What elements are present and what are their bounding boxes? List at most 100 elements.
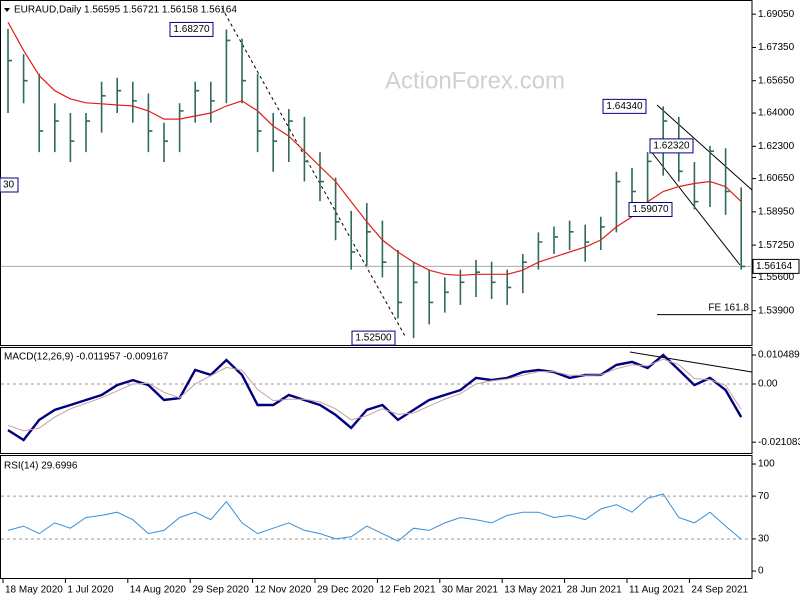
y-tick-label: 1.67350 [758,42,795,53]
clipped-label-box [0,177,19,193]
price-bar [69,113,75,162]
price-bar [584,224,590,262]
y-tick-label: 1.69050 [758,9,795,20]
y-tick-label: 1.60650 [758,173,795,184]
x-tick-label: 29 Dec 2020 [317,585,374,596]
menu-triangle [4,8,10,12]
price-bar [319,152,324,202]
price-bar [241,38,246,104]
x-tick-label: 28 Jun 2021 [567,585,622,596]
annotation-label: 1.59070 [632,204,669,215]
annotation-box [351,330,396,346]
price-bar [568,220,574,251]
price-bar [225,29,231,104]
price-bar [147,93,153,153]
fe-label: FE 161.8 [708,302,749,313]
price-bar [693,161,699,210]
price-bar [631,167,636,207]
clipped-label: 30 [3,180,15,191]
last-price-box [752,258,800,274]
annotation-box [602,98,647,114]
annotation-label: 1.62320 [653,141,690,152]
trendline [221,7,406,337]
price-bar [7,28,12,114]
price-bar [22,54,28,104]
macd-title: MACD(12,26,9) -0.011957 -0.009167 [4,352,169,363]
y-tick-label: 70 [758,491,770,502]
annotation-label: 1.64340 [606,101,643,112]
price-bar [537,232,543,270]
x-tick-label: 29 Sep 2020 [192,585,249,596]
indicator-line [7,358,742,432]
price-bar [724,148,730,215]
rsi-title: RSI(14) 29.6996 [4,461,78,472]
y-tick-label: 1.55600 [758,272,795,283]
price-bar [350,210,356,270]
price-bar [553,226,558,254]
x-tick-label: 14 Aug 2020 [130,585,187,596]
rsi-panel-frame [0,455,753,579]
annotation-box [628,202,673,218]
price-bar [85,113,90,153]
price-bar [100,81,106,133]
price-bar [646,152,652,204]
price-bar [412,261,418,339]
price-bar [303,116,309,182]
indicator-line [7,493,742,542]
macd-trendline [629,351,753,373]
price-bar [709,145,714,207]
y-tick-label: 1.53900 [758,305,795,316]
x-tick-label: 24 Sep 2021 [691,585,748,596]
price-bar [381,220,387,278]
annotation-box [649,138,694,154]
y-tick-label: 0.00 [758,379,778,390]
x-tick-label: 1 Jul 2020 [67,585,114,596]
price-bar [210,81,215,123]
y-tick-label: 1.64000 [758,108,795,119]
macd-panel-frame [0,347,753,454]
price-bar [272,113,278,172]
y-tick-label: 1.62300 [758,141,795,152]
annotation-label: 1.68270 [173,24,210,35]
price-bar [475,259,480,298]
price-bar [132,81,137,123]
y-tick-label: 30 [758,534,770,545]
indicator-line [7,353,743,442]
price-bar [522,253,527,294]
x-tick-label: 18 May 2020 [5,585,63,596]
price-bar [256,73,262,153]
watermark: ActionForex.com [385,67,565,94]
x-tick-label: 11 Aug 2021 [629,585,685,596]
y-tick-label: 1.65650 [758,75,795,86]
price-bar [397,250,402,319]
price-bar [490,261,496,299]
annotation-label: 1.52500 [355,333,392,344]
price-bar [54,103,59,153]
channel-line [656,104,753,191]
x-tick-label: 12 Feb 2021 [379,585,436,596]
price-bar [178,103,184,153]
price-bar [116,77,122,114]
price-bar [600,216,605,251]
x-tick-label: 13 May 2021 [504,585,562,596]
y-tick-label: 1.57250 [758,240,795,251]
y-tick-label: 0 [758,566,764,577]
y-tick-label: 0.010489 [758,350,800,361]
y-tick-label: 100 [758,459,775,470]
price-bar [615,171,621,233]
last-price-label: 1.56164 [756,261,793,272]
price-bar [506,269,512,305]
moving-average [7,21,742,276]
price-bar [334,177,340,241]
x-tick-label: 30 Mar 2021 [442,585,499,596]
price-bar [38,73,44,153]
price-bar [428,269,434,325]
annotation-box [169,21,214,37]
price-bar [163,122,168,162]
y-tick-label: 1.58950 [758,207,795,218]
y-tick-label: -0.021083 [758,437,800,448]
price-bar [444,277,449,313]
chart-title: EURAUD,Daily 1.56595 1.56721 1.56158 1.5… [14,5,237,16]
